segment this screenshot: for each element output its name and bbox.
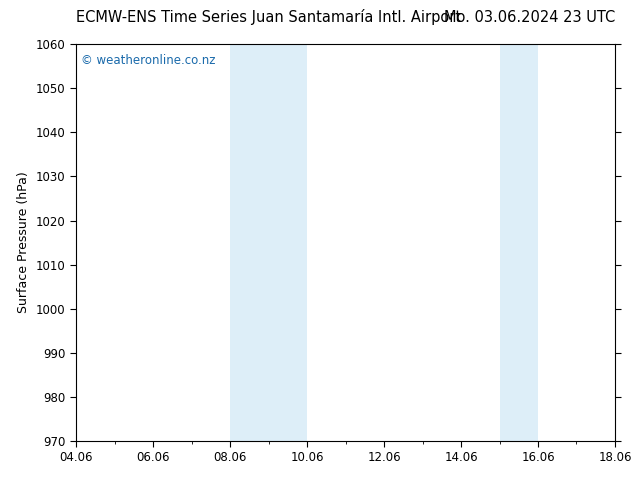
Bar — [230, 44, 307, 441]
Text: ECMW-ENS Time Series Juan Santamaría Intl. Airport: ECMW-ENS Time Series Juan Santamaría Int… — [76, 9, 461, 25]
Y-axis label: Surface Pressure (hPa): Surface Pressure (hPa) — [17, 172, 30, 314]
Bar — [500, 44, 538, 441]
Text: Mo. 03.06.2024 23 UTC: Mo. 03.06.2024 23 UTC — [444, 10, 615, 24]
Text: © weatheronline.co.nz: © weatheronline.co.nz — [81, 54, 216, 67]
